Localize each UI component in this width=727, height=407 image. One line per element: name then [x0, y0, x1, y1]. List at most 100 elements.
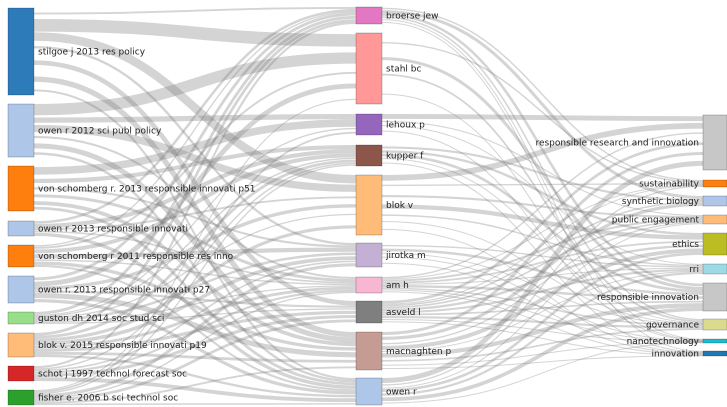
flow-link: [381, 303, 704, 358]
node-blok-v-2015-responsible-innovati-p19[interactable]: [7, 332, 35, 358]
label-layer: stilgoe j 2013 res policy owen r 2012 sci…: [38, 12, 700, 404]
flow-link: [381, 268, 704, 314]
flow-link: [381, 240, 704, 284]
flow-link: [33, 127, 357, 317]
flow-link: [381, 221, 704, 325]
flow-link: [381, 218, 704, 282]
node-label-owen-r-2013-responsible-innovati-p27: owen r. 2013 responsible innovati p27: [38, 286, 210, 296]
node-responsible-innovation[interactable]: [702, 282, 727, 312]
flow-link: [33, 293, 357, 358]
flow-link: [33, 232, 357, 389]
node-synthetic-biology[interactable]: [702, 195, 727, 207]
flow-link: [381, 7, 704, 182]
node-label-owen-r-2012-sci-publ-policy: owen r 2012 sci publ policy: [38, 127, 162, 137]
flow-link: [381, 150, 704, 236]
node-label-public-engagement: public engagement: [612, 216, 700, 226]
flow-link: [381, 16, 704, 321]
node-label-von-schomberg-r-2013-responsible-innovati-p51: von schomberg r. 2013 responsible innova…: [38, 185, 256, 195]
node-innovation[interactable]: [702, 350, 727, 357]
flow-link: [381, 271, 704, 396]
node-label-von-schomberg-r-2011-responsible-res-inno: von schomberg r 2011 responsible res inn…: [38, 252, 234, 262]
flow-link: [381, 13, 704, 287]
flow-link: [381, 73, 704, 323]
node-kupper-f[interactable]: [355, 144, 383, 167]
flow-link: [381, 214, 704, 267]
node-ethics[interactable]: [702, 232, 727, 256]
flow-link: [33, 159, 357, 339]
node-label-rri: rri: [689, 265, 699, 275]
flow-link: [33, 310, 357, 352]
flow-link: [381, 244, 704, 312]
node-jirotka-m[interactable]: [355, 242, 383, 268]
node-guston-dh-2014-soc-stud-sci[interactable]: [7, 311, 35, 325]
node-stahl-bc[interactable]: [355, 32, 383, 105]
node-label-ethics: ethics: [672, 240, 699, 250]
flow-link: [33, 204, 357, 290]
node-fisher-e-2006-b-sci-technol-soc[interactable]: [7, 389, 35, 406]
node-von-schomberg-r-2011-responsible-res-inno[interactable]: [7, 244, 35, 268]
flow-link: [33, 230, 357, 284]
node-blok-v[interactable]: [355, 174, 383, 236]
flow-link: [33, 206, 357, 386]
node-nanotechnology[interactable]: [702, 338, 727, 344]
flow-link: [381, 248, 704, 350]
flow-link: [33, 264, 357, 392]
flow-link: [381, 221, 704, 345]
node-governance[interactable]: [702, 318, 727, 331]
flow-link: [381, 146, 704, 202]
flow-link: [33, 187, 357, 248]
flow-link: [33, 291, 357, 399]
node-macnaghten-p[interactable]: [355, 331, 383, 371]
flow-link: [33, 83, 357, 287]
flow-link: [33, 164, 357, 395]
flow-link: [33, 153, 357, 254]
flow-link: [381, 57, 704, 290]
flow-link: [33, 260, 357, 372]
flow-link: [381, 291, 704, 355]
flow-link: [33, 149, 357, 229]
node-label-guston-dh-2014-soc-stud-sci: guston dh 2014 soc stud sci: [38, 314, 164, 324]
flow-link: [381, 228, 704, 354]
flow-link: [33, 351, 357, 363]
flow-link: [381, 315, 704, 329]
node-label-stahl-bc: stahl bc: [386, 65, 422, 75]
flow-link: [381, 284, 704, 299]
node-am-h[interactable]: [355, 276, 383, 294]
flow-link: [33, 76, 357, 338]
flow-link: [33, 32, 357, 184]
node-schot-j-1997-technol-forecast-soc[interactable]: [7, 365, 35, 382]
flow-link: [381, 122, 704, 181]
node-label-blok-v-2015-responsible-innovati-p19: blok v. 2015 responsible innovati p19: [38, 341, 207, 351]
flow-link: [381, 204, 704, 240]
node-owen-r-2013-responsible-innovati-p27[interactable]: [7, 275, 35, 304]
flow-link: [33, 8, 357, 224]
node-public-engagement[interactable]: [702, 214, 727, 225]
flow-link: [381, 124, 704, 265]
node-owen-r-2013-responsible-innovati[interactable]: [7, 220, 35, 237]
node-broerse-jew[interactable]: [355, 6, 383, 25]
node-label-owen-r-2013-responsible-innovati: owen r 2013 responsible innovati: [38, 225, 188, 235]
flow-link: [33, 263, 357, 398]
node-owen-r[interactable]: [355, 377, 383, 406]
flow-link: [33, 15, 357, 315]
flow-link: [381, 21, 704, 352]
flow-link: [381, 267, 704, 285]
flow-link: [381, 321, 704, 356]
flow-link: [33, 201, 357, 347]
node-stilgoe-j-2013-res-policy[interactable]: [7, 7, 35, 96]
node-lehoux-p[interactable]: [355, 113, 383, 136]
node-rri[interactable]: [702, 263, 727, 275]
node-owen-r-2012-sci-publ-policy[interactable]: [7, 103, 35, 158]
flow-link: [33, 60, 357, 306]
node-von-schomberg-r-2013-responsible-innovati-p51[interactable]: [7, 165, 35, 212]
flow-link: [33, 119, 357, 175]
node-responsible-research-and-innovation[interactable]: [702, 114, 727, 171]
flow-link: [381, 202, 704, 341]
flow-link: [33, 18, 357, 47]
flow-link: [33, 225, 357, 342]
node-asveld-l[interactable]: [355, 300, 383, 324]
node-sustainability[interactable]: [702, 179, 727, 188]
flow-link: [381, 355, 704, 369]
node-label-responsible-research-and-innovation: responsible research and innovation: [535, 139, 699, 149]
